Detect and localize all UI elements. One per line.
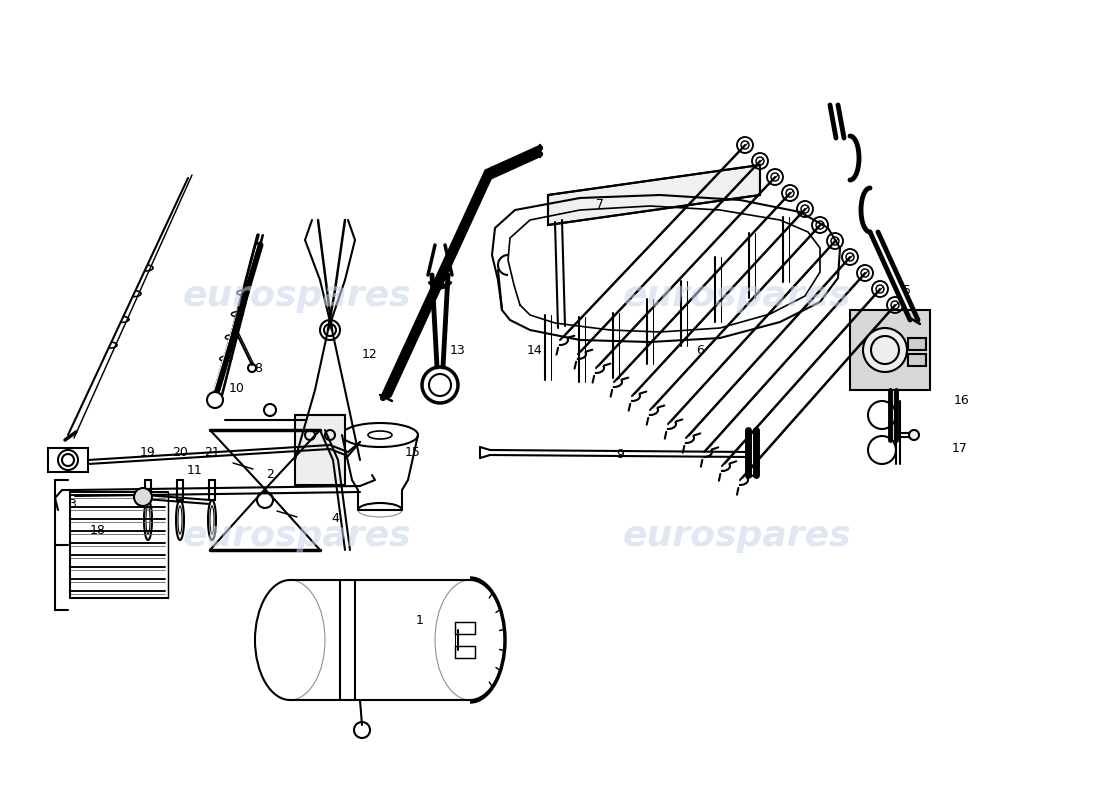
Text: eurospares: eurospares xyxy=(183,279,411,313)
Bar xyxy=(908,354,926,366)
Text: 20: 20 xyxy=(172,446,188,459)
Text: 4: 4 xyxy=(331,511,339,525)
Text: 5: 5 xyxy=(903,283,911,297)
Text: 16: 16 xyxy=(954,394,970,406)
Text: 17: 17 xyxy=(953,442,968,454)
Text: 13: 13 xyxy=(450,343,466,357)
Text: 10: 10 xyxy=(229,382,245,394)
Text: 3: 3 xyxy=(68,498,76,511)
Text: eurospares: eurospares xyxy=(623,279,851,313)
Text: 21: 21 xyxy=(205,446,220,459)
Text: eurospares: eurospares xyxy=(183,519,411,553)
Bar xyxy=(890,390,896,440)
Text: 9: 9 xyxy=(616,449,624,462)
Circle shape xyxy=(909,430,918,440)
Text: 18: 18 xyxy=(90,523,106,537)
Text: 12: 12 xyxy=(362,349,378,362)
Text: 15: 15 xyxy=(405,446,421,459)
Bar xyxy=(455,622,475,634)
Text: 2: 2 xyxy=(266,469,274,482)
Bar xyxy=(908,338,926,350)
Text: 8: 8 xyxy=(254,362,262,374)
Bar xyxy=(295,415,345,485)
Circle shape xyxy=(134,488,152,506)
Text: eurospares: eurospares xyxy=(623,519,851,553)
Text: 6: 6 xyxy=(696,343,704,357)
Text: 1: 1 xyxy=(416,614,424,626)
Text: 14: 14 xyxy=(527,343,543,357)
Circle shape xyxy=(864,328,907,372)
Text: 7: 7 xyxy=(596,198,604,211)
Text: 11: 11 xyxy=(187,463,202,477)
Bar xyxy=(455,646,475,658)
Bar xyxy=(850,310,930,390)
Bar xyxy=(48,448,88,472)
Polygon shape xyxy=(548,165,760,225)
Circle shape xyxy=(207,392,223,408)
Text: 19: 19 xyxy=(140,446,156,459)
